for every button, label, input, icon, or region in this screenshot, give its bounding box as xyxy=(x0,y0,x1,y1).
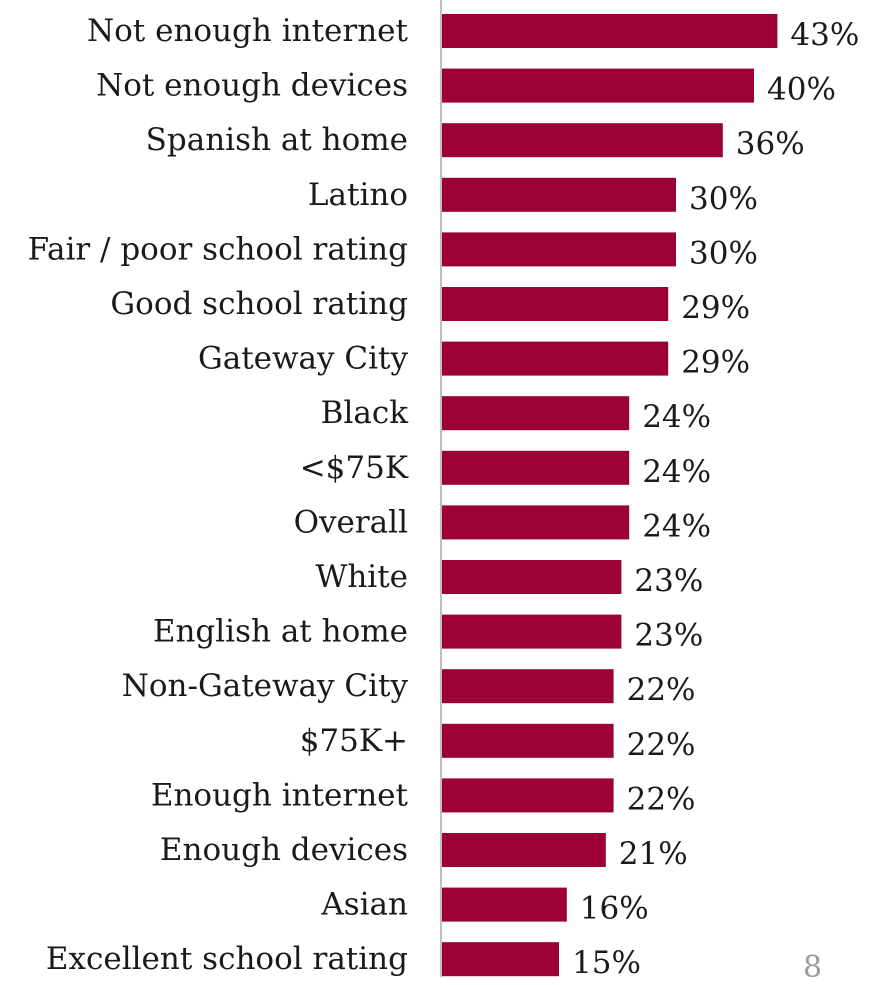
category-label: Excellent school rating xyxy=(46,941,408,977)
value-label: 23% xyxy=(634,563,703,599)
bar xyxy=(442,232,676,267)
value-label: 24% xyxy=(642,508,711,544)
bar xyxy=(442,177,676,212)
bar xyxy=(442,450,630,485)
value-label: 23% xyxy=(634,618,703,654)
category-label: Enough internet xyxy=(151,777,409,813)
bar xyxy=(442,833,606,867)
bar xyxy=(442,887,567,922)
bar xyxy=(442,396,630,431)
bar xyxy=(442,560,622,594)
bar xyxy=(442,14,778,48)
value-label: 15% xyxy=(572,945,641,977)
value-label: 36% xyxy=(736,126,805,162)
value-label: 24% xyxy=(642,399,711,435)
value-label: 24% xyxy=(642,454,711,490)
value-label: 22% xyxy=(627,781,696,817)
category-label: Asian xyxy=(320,887,408,923)
value-label: 30% xyxy=(689,181,758,217)
category-labels-group: Not enough internet Not enough devices Spa… xyxy=(28,13,409,977)
value-label: 40% xyxy=(767,72,836,108)
category-label: Not enough internet xyxy=(87,13,409,49)
bar xyxy=(442,669,614,704)
value-label: 22% xyxy=(627,672,696,708)
bar xyxy=(442,723,614,758)
category-label: Gateway City xyxy=(198,341,409,377)
value-label: 21% xyxy=(619,836,688,872)
category-label: White xyxy=(315,559,408,595)
category-label: Overall xyxy=(294,504,408,540)
value-label: 29% xyxy=(681,290,750,326)
bars-group xyxy=(442,14,778,977)
category-label: Non-Gateway City xyxy=(122,668,409,704)
category-label: Enough devices xyxy=(160,832,408,868)
value-label: 16% xyxy=(580,891,649,927)
value-label: 30% xyxy=(689,235,758,271)
category-label: Fair / poor school rating xyxy=(28,231,408,267)
bar xyxy=(442,68,754,103)
value-label: 43% xyxy=(790,17,859,53)
value-labels-group: 43% 40% 36% 30% 30% 29% 29% 24% 24% 24% 23% 23% 22% 2… xyxy=(572,17,859,977)
category-label: Black xyxy=(321,395,409,431)
page-number: 8 xyxy=(803,950,823,985)
bar xyxy=(442,614,622,649)
bar xyxy=(442,287,669,321)
category-label: English at home xyxy=(153,614,408,650)
category-label: Latino xyxy=(308,177,408,213)
category-label: <$75K xyxy=(300,450,409,486)
bar xyxy=(442,341,669,376)
bar xyxy=(442,942,559,977)
bar xyxy=(442,123,723,158)
bar xyxy=(442,505,630,540)
category-label: Not enough devices xyxy=(96,68,408,104)
value-label: 29% xyxy=(681,345,750,381)
category-label: Spanish at home xyxy=(146,122,408,158)
value-label: 22% xyxy=(627,727,696,763)
category-label: Good school rating xyxy=(110,286,408,322)
category-label: $75K+ xyxy=(300,723,408,759)
bar xyxy=(442,778,614,813)
